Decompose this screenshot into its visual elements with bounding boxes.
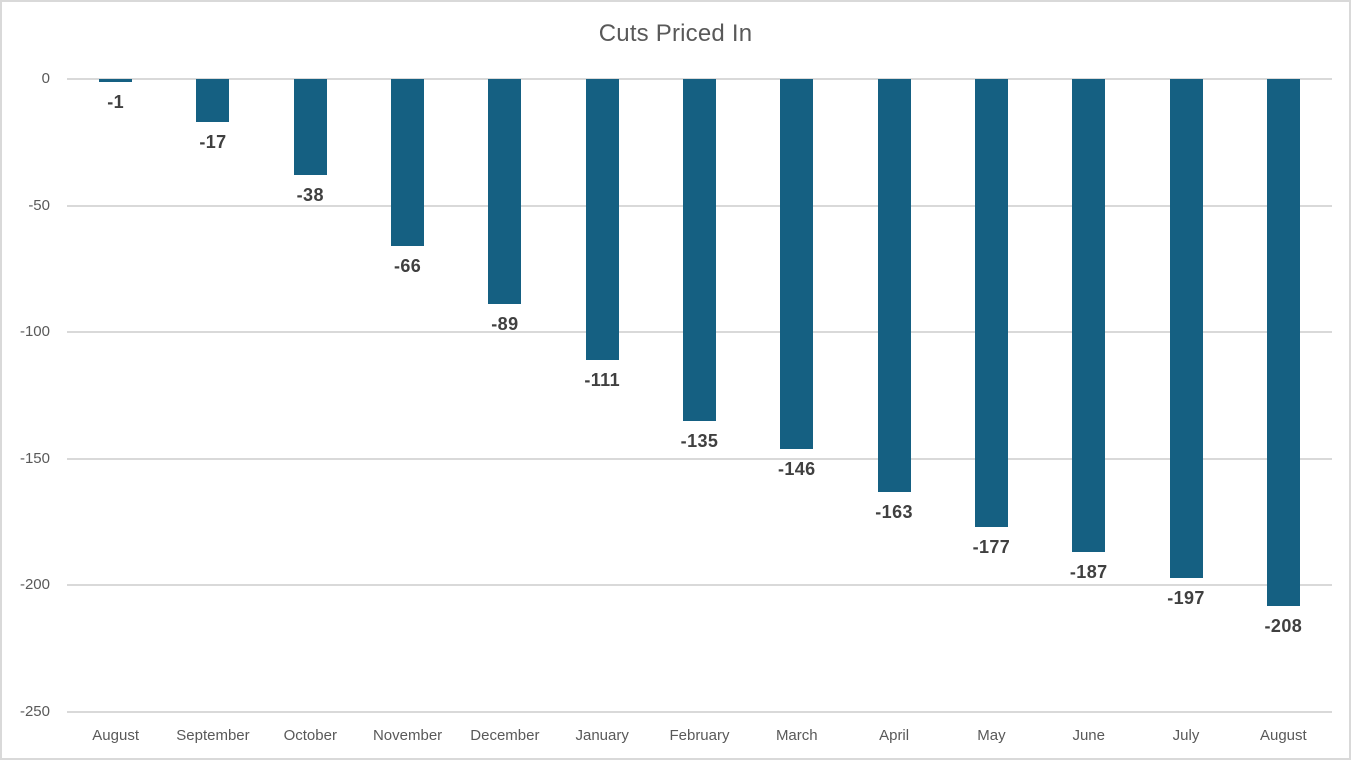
x-axis-category-label: August — [1259, 727, 1307, 744]
x-axis-category-label: December — [470, 727, 540, 744]
bar-september-1 — [196, 79, 230, 123]
data-label: -208 — [1264, 615, 1303, 636]
bar-december-4 — [488, 79, 522, 305]
x-axis-category-label: November — [372, 727, 443, 744]
y-axis-tick-label: -150 — [19, 449, 50, 467]
bar-august-12 — [1266, 79, 1300, 606]
x-axis-category-label: October — [283, 727, 337, 744]
bar-february-6 — [683, 79, 716, 421]
data-label: -197 — [1167, 587, 1205, 608]
data-label: -1 — [107, 91, 125, 112]
data-label: -163 — [875, 501, 913, 522]
x-axis-category-label: January — [575, 727, 629, 744]
bar-november-3 — [391, 79, 425, 247]
data-label: -187 — [1069, 562, 1108, 583]
bar-october-2 — [293, 79, 327, 176]
bar-august-0 — [99, 79, 133, 82]
x-axis-category-label: February — [669, 727, 730, 744]
bar-july-11 — [1169, 79, 1203, 578]
x-axis-category-label: September — [176, 727, 250, 744]
bar-june-10 — [1072, 79, 1106, 553]
data-label: -177 — [972, 537, 1011, 558]
data-label: -38 — [296, 185, 324, 206]
x-axis-category-label: March — [775, 727, 818, 744]
y-axis-tick-label: -200 — [19, 576, 50, 594]
y-axis-tick-label: -50 — [28, 196, 50, 214]
y-axis-tick-label: -100 — [19, 323, 50, 341]
data-label: -135 — [680, 430, 719, 451]
data-label: -17 — [199, 132, 227, 153]
chart-title: Cuts Priced In — [598, 20, 753, 47]
gridline — [67, 711, 1332, 713]
bar-march-7 — [780, 79, 814, 449]
gridline — [67, 457, 1332, 460]
data-label: -66 — [393, 256, 422, 277]
x-axis-category-label: May — [977, 727, 1006, 744]
x-axis-category-label: July — [1172, 727, 1200, 744]
bar-april-8 — [877, 79, 911, 492]
data-label: -111 — [584, 370, 620, 391]
x-axis-category-label: June — [1072, 727, 1105, 744]
x-axis-category-label: August — [92, 727, 139, 744]
bar-january-5 — [585, 79, 619, 361]
bar-may-9 — [974, 79, 1008, 528]
data-label: -89 — [491, 314, 519, 335]
data-label: -146 — [777, 458, 816, 479]
y-axis-tick-label: 0 — [41, 70, 50, 87]
x-axis-category-label: April — [879, 727, 910, 744]
gridline — [67, 584, 1332, 587]
y-axis-tick-label: -250 — [19, 703, 50, 720]
